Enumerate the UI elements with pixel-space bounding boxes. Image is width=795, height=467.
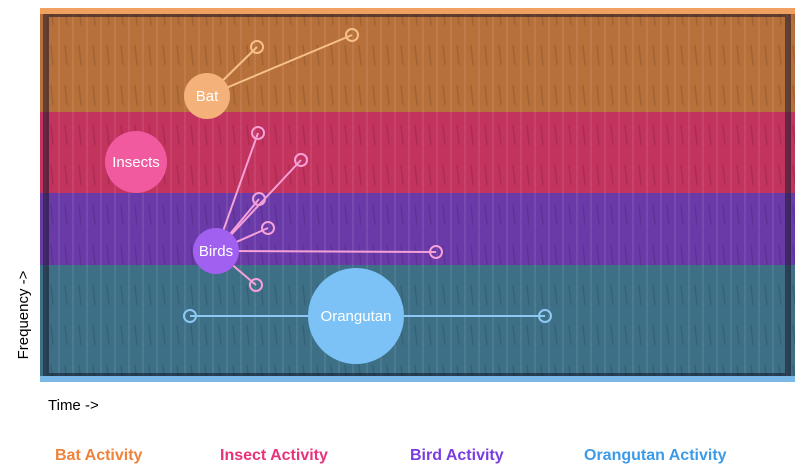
legend-entry: Bird Activity (410, 447, 504, 464)
bubble-label: Orangutan (321, 308, 392, 325)
y-axis-label: Frequency -> (15, 270, 32, 359)
bubble-label: Insects (112, 154, 160, 171)
bird-bubble (193, 228, 239, 274)
legend-entry: Orangutan Activity (584, 447, 727, 464)
legend-entry: Bat Activity (55, 447, 143, 464)
x-axis-label: Time -> (48, 397, 99, 414)
bat-bubble (184, 73, 230, 119)
insect-bubble (105, 131, 167, 193)
bubble-label: Birds (199, 243, 233, 260)
orangutan-bubble (308, 268, 404, 364)
bubble-label: Bat (196, 88, 219, 105)
spectrogram (40, 8, 795, 382)
legend-entry: Insect Activity (220, 447, 328, 464)
